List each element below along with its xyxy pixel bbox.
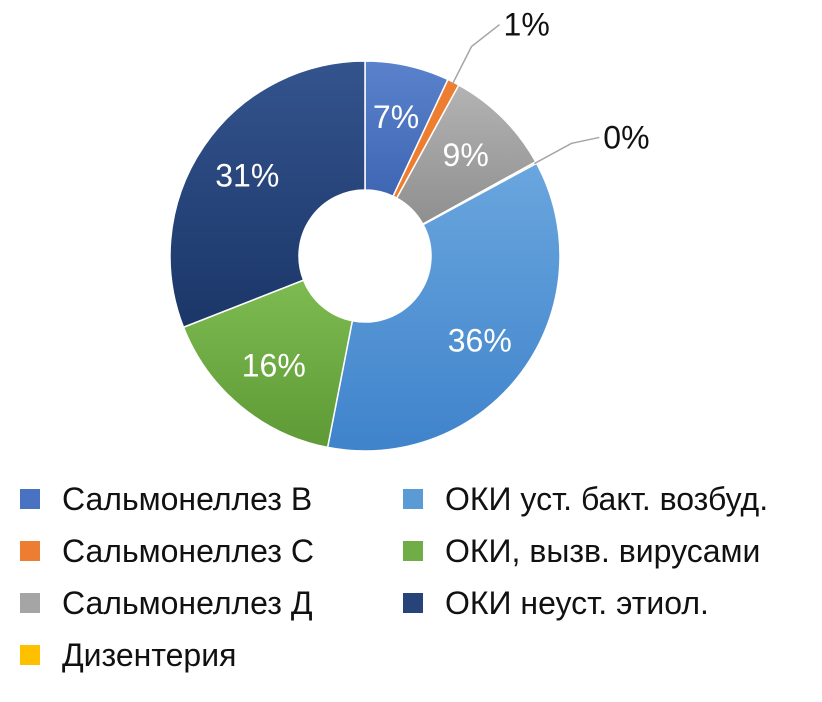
legend-label: Дизентерия (62, 636, 237, 673)
donut-slice-6 (182, 279, 354, 449)
legend-item-2: Сальмонеллез С (20, 526, 314, 576)
legend-swatch (403, 489, 423, 509)
legend-swatch (20, 489, 40, 509)
chart-slices (169, 60, 561, 452)
legend-item-7: ОКИ неуст. этиол. (403, 578, 709, 628)
legend-item-1: Сальмонеллез В (20, 474, 312, 524)
legend-item-3: Сальмонеллез Д (20, 578, 312, 628)
legend-swatch (403, 541, 423, 561)
legend-swatch (20, 645, 40, 665)
legend-swatch (20, 541, 40, 561)
data-label-4: 0% (603, 119, 649, 155)
leader-line-4 (534, 136, 600, 165)
data-label-7: 31% (215, 158, 279, 194)
legend-label: ОКИ, вызв. вирусами (445, 532, 761, 569)
legend-swatch (403, 593, 423, 613)
data-label-5: 36% (448, 322, 512, 358)
legend-item-6: ОКИ, вызв. вирусами (403, 526, 760, 576)
data-label-6: 16% (242, 347, 306, 383)
legend-label: Сальмонеллез В (62, 480, 313, 517)
data-label-1: 7% (373, 99, 419, 135)
legend-label: Сальмонеллез Д (62, 584, 313, 621)
chart-data-labels: 7% 1% 9% 0% 36% 16% 31% (215, 7, 649, 384)
legend-item-5: ОКИ уст. бакт. возбуд. (403, 474, 768, 524)
donut-slice-5 (326, 162, 561, 452)
data-label-3: 9% (443, 137, 489, 173)
data-label-2: 1% (504, 7, 550, 43)
donut-chart: 7% 1% 9% 0% 36% 16% 31% (169, 7, 650, 452)
legend-swatch (20, 593, 40, 613)
legend-label: ОКИ уст. бакт. возбуд. (445, 480, 769, 517)
legend-item-4: Дизентерия (20, 630, 236, 680)
legend-label: ОКИ неуст. этиол. (445, 584, 709, 621)
donut-slice-7 (169, 60, 366, 329)
legend-label: Сальмонеллез С (62, 532, 314, 569)
leader-line-2 (451, 23, 501, 85)
